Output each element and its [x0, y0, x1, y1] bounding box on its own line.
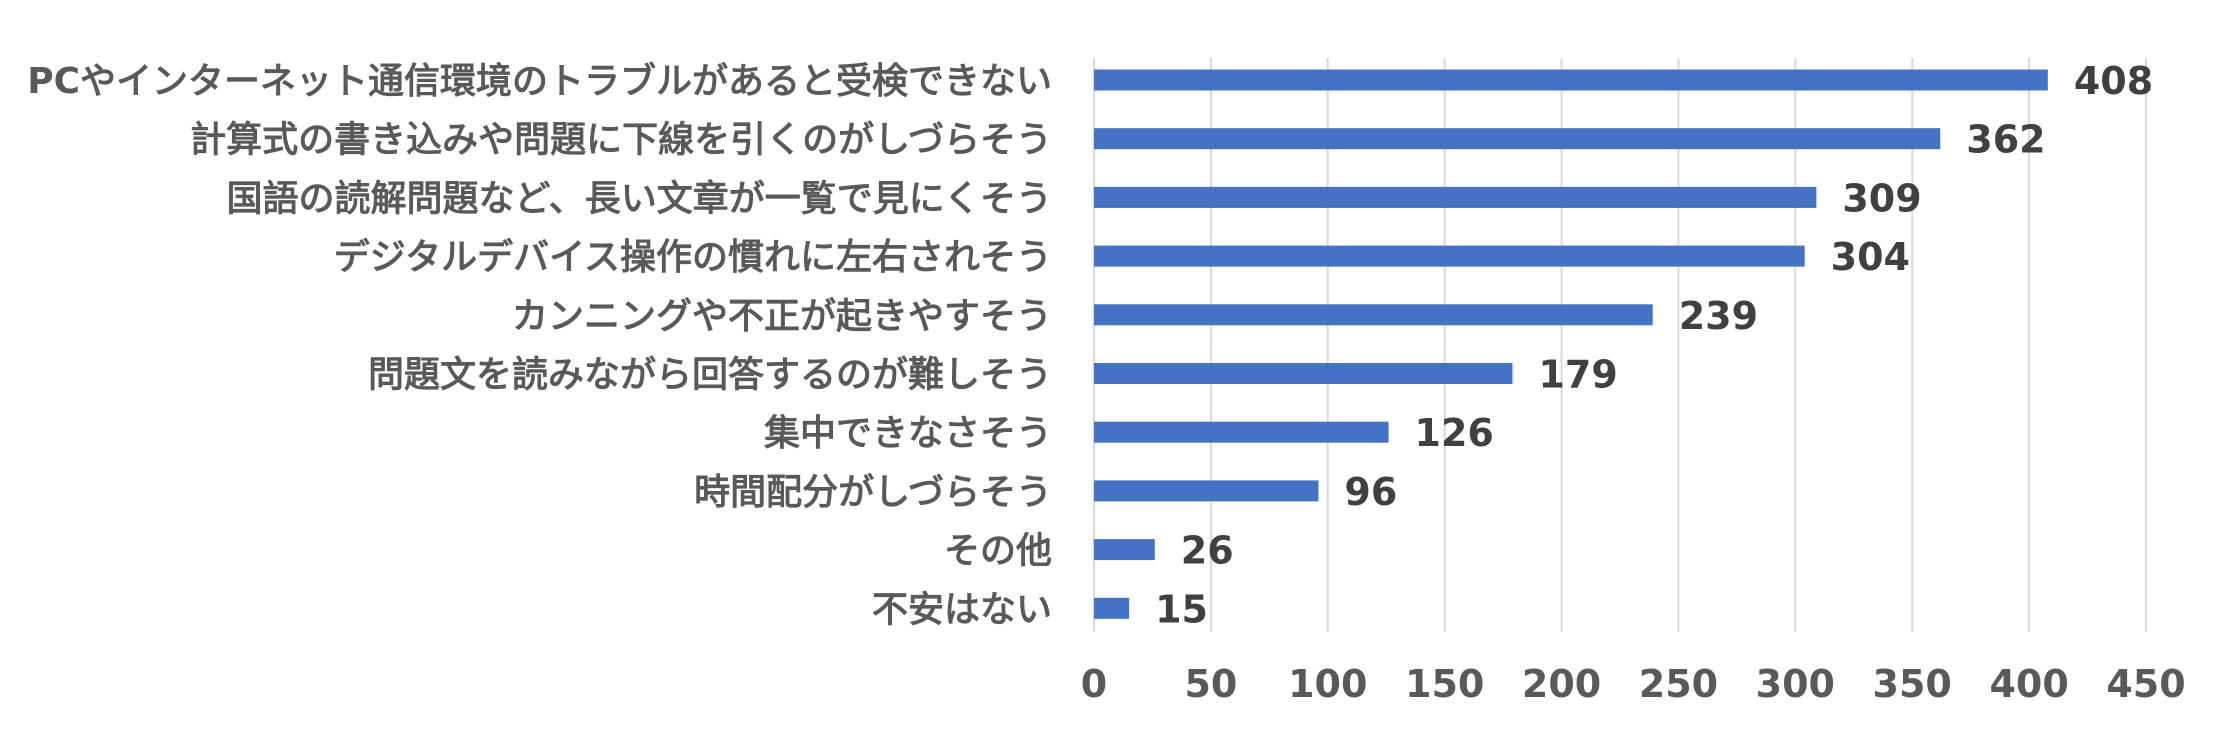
bar — [1094, 69, 2048, 91]
bar — [1094, 363, 1513, 384]
data-label: 126 — [1415, 411, 1494, 455]
x-tick-label: 400 — [1989, 662, 2068, 706]
bar — [1094, 421, 1389, 443]
data-label: 96 — [1344, 470, 1397, 514]
x-tick-label: 50 — [1184, 662, 1237, 706]
bars — [1094, 69, 2048, 619]
category-label: 不安はない — [872, 589, 1052, 630]
data-label: 26 — [1181, 529, 1234, 573]
category-label: デジタルデバイス操作の慣れに左右されそう — [334, 236, 1052, 278]
gridlines — [1093, 58, 2147, 632]
x-tick-label: 250 — [1639, 662, 1718, 706]
bar — [1094, 245, 1805, 267]
data-label: 239 — [1679, 294, 1758, 338]
data-labels: 408 362 309 304 239 179 126 96 26 15 — [1155, 59, 2153, 631]
x-tick-label: 0 — [1081, 662, 1107, 706]
category-label: 計算式の書き込みや問題に下線を引くのがしづらそう — [190, 120, 1052, 161]
bar — [1094, 480, 1319, 502]
data-label: 362 — [1966, 118, 2045, 162]
data-label: 304 — [1831, 235, 1910, 279]
bar — [1094, 539, 1155, 561]
x-tick-label: 100 — [1288, 662, 1367, 706]
bar — [1094, 186, 1817, 208]
x-tick-label: 350 — [1873, 662, 1952, 706]
data-label: 408 — [2074, 59, 2153, 103]
category-label: 国語の読解問題など、長い文章が一覧で見にくそう — [227, 177, 1052, 219]
x-axis-ticks: 0 50 100 150 200 250 300 350 400 450 — [1081, 662, 2186, 706]
category-label: 集中できなさそう — [763, 413, 1052, 454]
data-label: 179 — [1538, 353, 1617, 397]
data-label: 309 — [1842, 176, 1921, 220]
x-tick-label: 450 — [2106, 662, 2185, 706]
bar — [1094, 597, 1130, 619]
category-label: その他 — [944, 531, 1052, 572]
x-tick-label: 150 — [1405, 662, 1484, 706]
x-tick-label: 300 — [1756, 662, 1835, 706]
category-label: カンニングや不正が起きやすそう — [512, 296, 1052, 337]
category-label: 問題文を読みながら回答するのが難しそう — [368, 355, 1052, 396]
bar — [1094, 128, 1941, 150]
x-tick-label: 200 — [1522, 662, 1601, 706]
data-label: 15 — [1155, 587, 1208, 631]
bar — [1094, 304, 1653, 326]
category-label: 時間配分がしづらそう — [694, 472, 1052, 513]
category-labels: PCやインターネット通信環境のトラブルがあると受検できない計算式の書き込みや問題… — [27, 60, 1052, 630]
category-label: PCやインターネット通信環境のトラブルがあると受検できない — [27, 60, 1052, 102]
